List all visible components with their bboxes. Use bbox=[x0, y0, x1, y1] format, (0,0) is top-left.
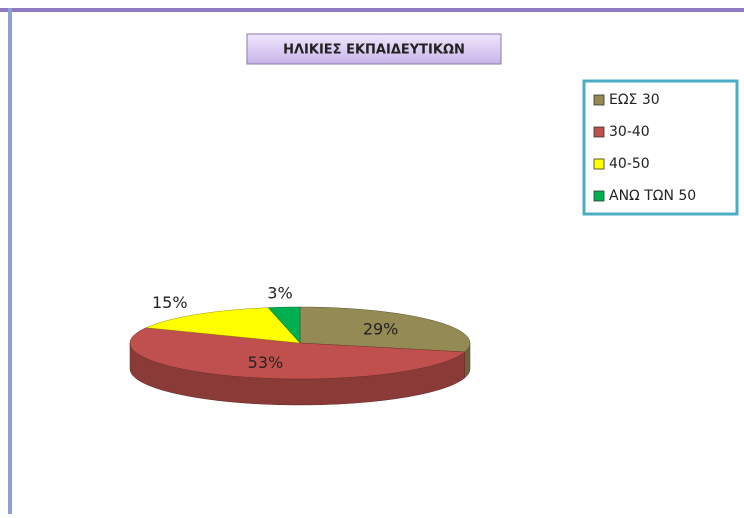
legend-swatch bbox=[593, 190, 605, 202]
legend-label: ΑΝΩ ΤΩΝ 50 bbox=[609, 188, 696, 204]
pie-slice bbox=[145, 307, 301, 344]
legend-swatch bbox=[593, 126, 605, 138]
data-label: 3% bbox=[267, 284, 292, 303]
legend-label: 30-40 bbox=[609, 124, 650, 140]
pie-slice bbox=[267, 306, 301, 344]
data-label: 53% bbox=[248, 353, 284, 372]
top-border bbox=[0, 8, 744, 12]
left-border bbox=[8, 8, 12, 514]
legend-swatch bbox=[593, 94, 605, 106]
legend-label: 40-50 bbox=[609, 156, 650, 172]
legend-swatch bbox=[593, 158, 605, 170]
legend-box bbox=[582, 79, 739, 216]
data-label: 15% bbox=[152, 293, 188, 312]
chart-title: ΗΛΙΚΙΕΣ ΕΚΠΑΙΔΕΥΤΙΚΩΝ bbox=[283, 43, 465, 58]
pie-slice bbox=[299, 306, 471, 353]
pie-slice bbox=[129, 327, 466, 380]
data-label: 29% bbox=[363, 319, 399, 338]
title-box bbox=[246, 33, 502, 65]
legend-label: ΕΩΣ 30 bbox=[609, 92, 660, 108]
